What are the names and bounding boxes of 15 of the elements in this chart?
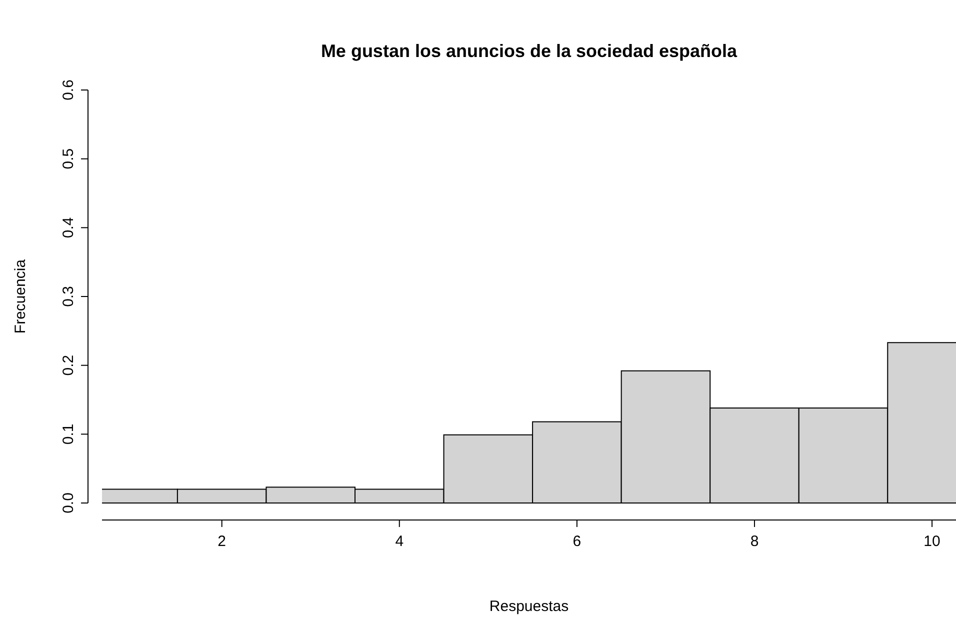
y-tick-label: 0.5 <box>60 148 77 170</box>
x-tick-label: 2 <box>218 533 226 550</box>
y-tick-label: 0.6 <box>60 80 77 100</box>
x-tick-label: 8 <box>750 533 759 550</box>
x-tick-label: 4 <box>395 533 404 550</box>
y-tick-label: 0.2 <box>60 354 77 376</box>
x-tick-label: 6 <box>572 533 582 550</box>
y-axis-title: Frecuencia <box>12 258 29 334</box>
y-tick-label: 0.4 <box>60 217 77 238</box>
x-tick-label: 10 <box>924 533 940 550</box>
chart-title: Me gustan los anuncios de la sociedad española <box>320 41 738 61</box>
y-tick-label: 0.3 <box>60 286 77 307</box>
y-tick-label: 0.1 <box>60 424 77 445</box>
x-axis-title: Respuestas <box>489 598 569 615</box>
y-tick-label: 0.0 <box>60 492 77 514</box>
